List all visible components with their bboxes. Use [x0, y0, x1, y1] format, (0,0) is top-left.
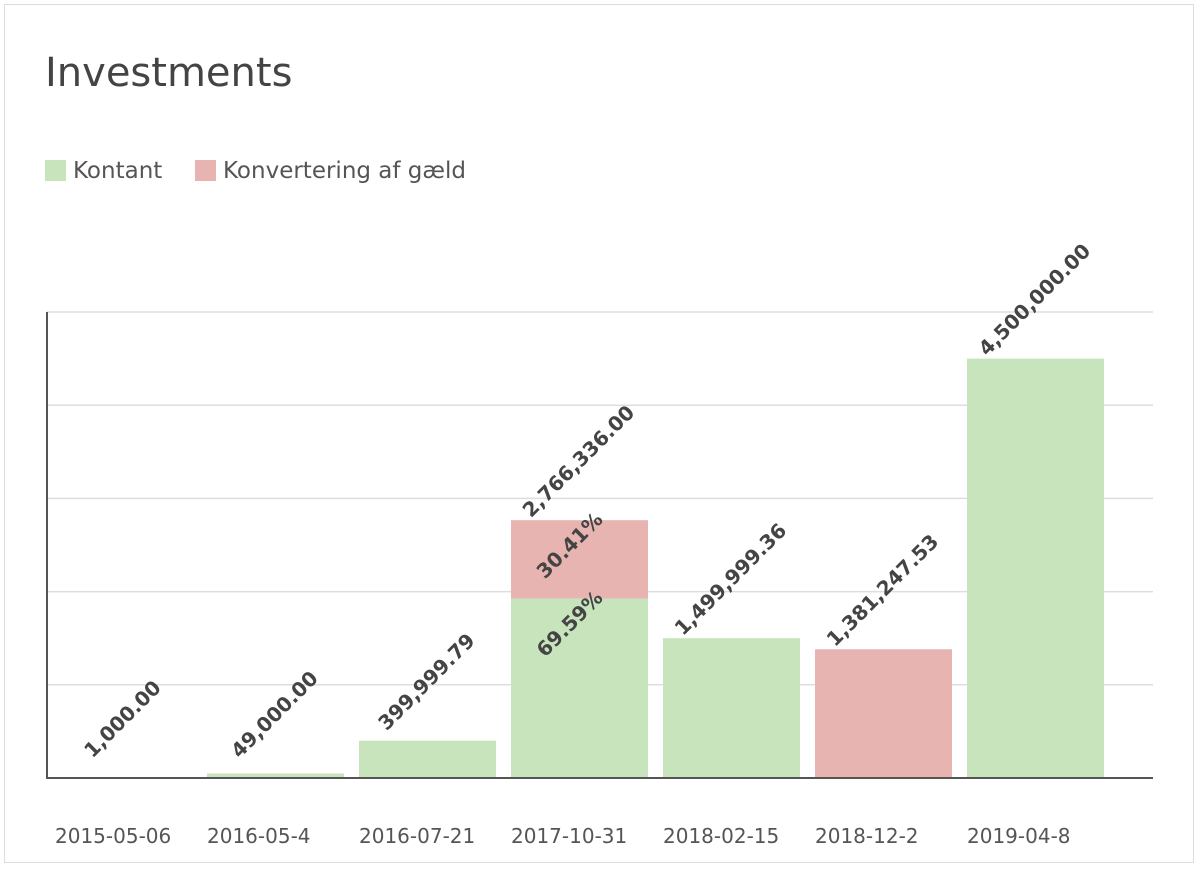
x-tick-label-6: 2019-04-8 [967, 824, 1071, 848]
total-label-4: 1,499,999.36 [670, 518, 792, 640]
bar-3-series-1 [511, 520, 648, 599]
x-tick-label-4: 2018-02-15 [663, 824, 779, 848]
bar-5-series-1 [815, 649, 952, 778]
x-tick-label-3: 2017-10-31 [511, 824, 627, 848]
bar-1-series-0 [207, 773, 344, 778]
chart-title: Investments [45, 50, 293, 96]
total-label-1: 49,000.00 [226, 666, 323, 763]
total-label-0: 1,000.00 [79, 675, 166, 762]
legend-swatch-kontant [45, 160, 66, 181]
legend-label-konvertering: Konvertering af gæld [223, 158, 466, 184]
x-tick-label-5: 2018-12-2 [815, 824, 919, 848]
legend-swatch-konvertering [195, 160, 216, 181]
bar-4-series-0 [663, 638, 800, 778]
bar-3-series-0 [511, 598, 648, 778]
legend-label-kontant: Kontant [73, 158, 163, 184]
bar-2-series-0 [359, 740, 496, 778]
x-tick-label-2: 2016-07-21 [359, 824, 475, 848]
total-label-6: 4,500,000.00 [974, 239, 1096, 361]
total-label-5: 1,381,247.53 [822, 529, 944, 651]
bar-6-series-0 [967, 358, 1104, 778]
x-tick-label-0: 2015-05-06 [55, 824, 171, 848]
x-tick-label-1: 2016-05-4 [207, 824, 311, 848]
total-label-3: 2,766,336.00 [518, 400, 640, 522]
total-label-2: 399,999.79 [373, 628, 479, 734]
